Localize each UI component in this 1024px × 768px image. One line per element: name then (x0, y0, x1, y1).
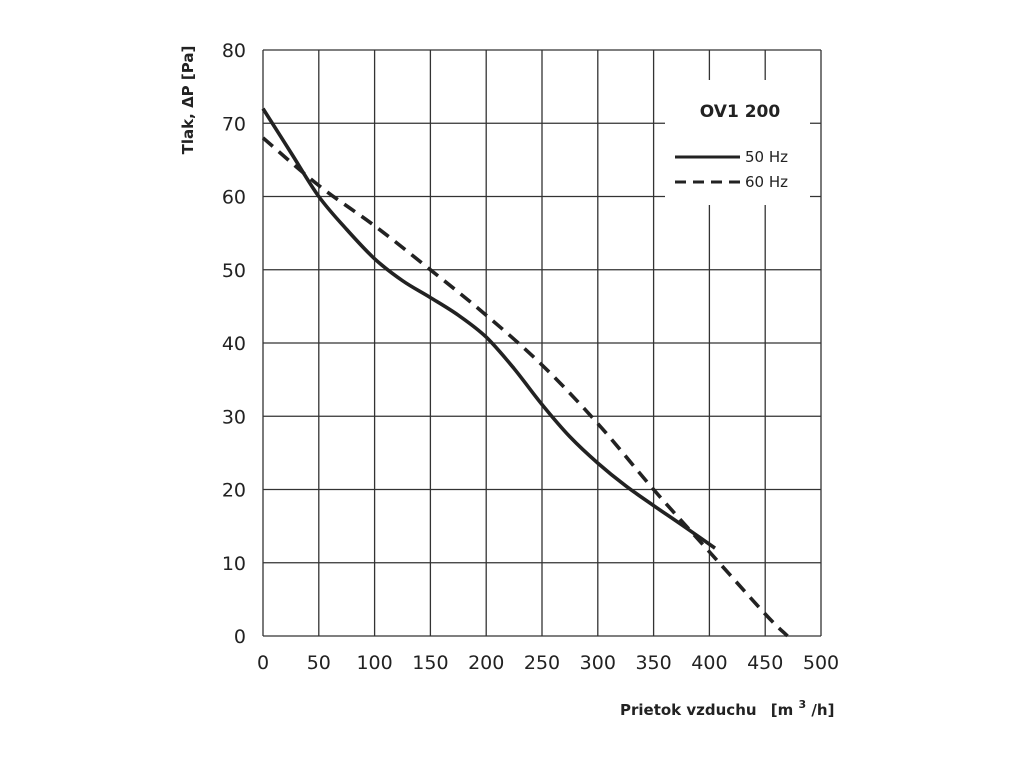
legend-label-60hz: 60 Hz (745, 173, 788, 191)
legend: OV1 200 50 Hz 60 Hz (665, 80, 810, 205)
series-layer (261, 107, 789, 638)
y-tick-label: 50 (222, 260, 246, 282)
x-axis-unit-suffix: /h] (811, 701, 834, 719)
x-axis-unit-sup: 3 (799, 698, 807, 711)
x-axis-title: Prietok vzduchu [m 3 /h] (620, 694, 834, 719)
x-tick-label: 400 (691, 652, 727, 674)
x-tick-label: 350 (635, 652, 671, 674)
x-tick-label: 150 (412, 652, 448, 674)
x-tick-label: 300 (580, 652, 616, 674)
y-tick-label: 0 (234, 626, 246, 648)
y-tick-label: 80 (222, 40, 246, 62)
series-line-50hz (261, 107, 717, 550)
y-tick-label: 40 (222, 333, 246, 355)
x-tick-label: 100 (356, 652, 392, 674)
y-tick-label: 70 (222, 113, 246, 135)
x-tick-label: 450 (747, 652, 783, 674)
x-tick-label: 500 (803, 652, 839, 674)
y-axis-title: Tlak, ΔP [Pa] (179, 46, 197, 155)
x-tick-label: 0 (257, 652, 269, 674)
series-line-60hz (261, 136, 789, 638)
y-tick-label: 10 (222, 553, 246, 575)
y-tick-label: 30 (222, 406, 246, 428)
grid (262, 49, 822, 637)
y-tick-label: 20 (222, 480, 246, 502)
x-axis-title-text: Prietok vzduchu (620, 701, 757, 719)
x-tick-label: 200 (468, 652, 504, 674)
tick-labels: 0 50 100 150 200 250 300 350 400 450 500 0 10 20 30 40 5… (222, 40, 839, 674)
y-tick-label: 60 (222, 187, 246, 209)
x-tick-label: 50 (307, 652, 331, 674)
x-tick-label: 250 (524, 652, 560, 674)
legend-background (665, 80, 810, 205)
x-axis-unit-prefix: [m (771, 701, 794, 719)
legend-title: OV1 200 (700, 102, 781, 122)
legend-label-50hz: 50 Hz (745, 148, 788, 166)
